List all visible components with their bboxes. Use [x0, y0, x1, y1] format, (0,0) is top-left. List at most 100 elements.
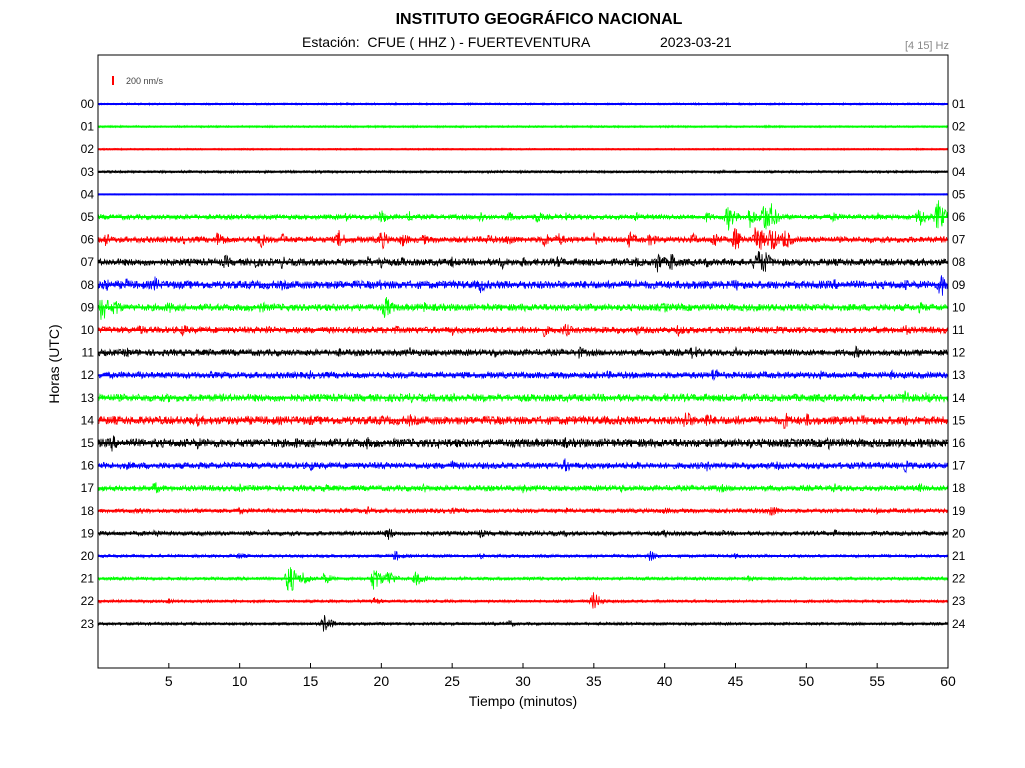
x-tick-label: 20 — [374, 673, 390, 689]
chart-title: INSTITUTO GEOGRÁFICO NACIONAL — [395, 11, 683, 28]
filter-band: [4 15] Hz — [904, 40, 949, 52]
hour-label-left: 12 — [81, 368, 95, 382]
hour-label-right: 11 — [952, 323, 965, 337]
scale-bar-label: 200 nm/s — [126, 76, 164, 86]
hour-label-right: 17 — [952, 459, 966, 473]
hour-label-left: 08 — [81, 278, 95, 292]
hour-label-right: 19 — [952, 504, 966, 518]
hour-label-left: 15 — [81, 436, 95, 450]
trace-hour-15 — [97, 435, 949, 452]
x-tick-label: 50 — [799, 673, 815, 689]
x-tick-label: 60 — [940, 673, 956, 689]
hour-label-right: 23 — [952, 594, 966, 608]
hour-label-left: 04 — [81, 187, 95, 201]
hour-label-right: 07 — [952, 233, 966, 247]
hour-label-left: 14 — [81, 413, 95, 427]
hour-label-left: 20 — [81, 549, 95, 563]
hour-label-left: 22 — [81, 594, 95, 608]
x-tick-label: 5 — [165, 673, 173, 689]
hour-label-right: 16 — [952, 436, 966, 450]
hour-label-left: 01 — [81, 120, 95, 134]
trace-hour-10 — [97, 323, 949, 338]
station-name: CFUE ( HHZ ) - FUERTEVENTURA — [367, 34, 591, 50]
x-tick-label: 30 — [515, 673, 531, 689]
hour-label-right: 21 — [952, 549, 966, 563]
trace-hour-01 — [97, 124, 949, 130]
trace-hour-05 — [97, 200, 949, 231]
hour-label-left: 10 — [81, 323, 95, 337]
hour-label-right: 06 — [952, 210, 966, 224]
trace-hour-08 — [97, 275, 949, 296]
trace-hour-21 — [97, 567, 949, 591]
x-tick-label: 15 — [303, 673, 319, 689]
x-tick-label: 45 — [728, 673, 744, 689]
trace-hour-12 — [97, 369, 949, 382]
hour-label-right: 10 — [952, 300, 966, 314]
trace-hour-00 — [97, 101, 949, 107]
hour-label-right: 02 — [952, 120, 966, 134]
y-axis-label: Horas (UTC) — [46, 324, 62, 404]
trace-hour-17 — [97, 482, 949, 494]
station-info: Estación: CFUE ( HHZ ) - FUERTEVENTURA — [302, 34, 590, 50]
scale-bar: 200 nm/s — [112, 76, 164, 86]
station-prefix: Estación: — [302, 34, 360, 50]
hour-label-right: 13 — [952, 368, 966, 382]
x-tick-label: 40 — [657, 673, 673, 689]
trace-hour-02 — [98, 147, 949, 152]
hour-label-left: 09 — [81, 300, 95, 314]
hour-label-left: 02 — [81, 142, 95, 156]
plot-frame — [97, 54, 949, 669]
traces-group — [97, 101, 949, 632]
hour-label-right: 15 — [952, 413, 966, 427]
trace-hour-13 — [98, 390, 949, 404]
x-tick-label: 25 — [444, 673, 460, 689]
right-hour-labels: 01 02 03 04 05 06 07 08 09 10 11 12 13 14 15 16 17 18 19 20… — [952, 97, 966, 631]
trace-hour-19 — [97, 528, 949, 540]
x-axis-ticks: 5 10 15 20 25 30 35 40 45 50 55 60 — [165, 663, 956, 689]
x-tick-label: 35 — [586, 673, 602, 689]
hour-label-right: 24 — [952, 617, 966, 631]
hour-label-right: 14 — [952, 391, 966, 405]
hour-label-right: 18 — [952, 481, 966, 495]
x-tick-label: 10 — [232, 673, 248, 689]
hour-label-left: 18 — [81, 504, 95, 518]
trace-hour-18 — [97, 506, 949, 516]
hour-label-left: 16 — [81, 459, 95, 473]
hour-label-left: 11 — [82, 346, 95, 360]
trace-hour-23 — [97, 615, 949, 632]
trace-hour-03 — [97, 169, 949, 175]
hour-label-left: 05 — [81, 210, 95, 224]
hour-label-left: 07 — [81, 255, 95, 269]
hour-label-left: 17 — [81, 481, 95, 495]
trace-hour-09 — [97, 296, 949, 320]
trace-hour-06 — [97, 227, 949, 250]
hour-label-right: 20 — [952, 526, 966, 540]
x-axis-label: Tiempo (minutos) — [468, 693, 578, 709]
trace-hour-07 — [97, 251, 949, 273]
hour-label-left: 19 — [81, 526, 95, 540]
left-hour-labels: 00 01 02 03 04 05 06 07 08 09 10 11 12 13 14 15 16 17 18 19… — [81, 97, 95, 631]
trace-hour-14 — [97, 412, 949, 430]
hour-label-left: 06 — [81, 233, 95, 247]
hour-label-right: 03 — [952, 142, 966, 156]
hour-label-right: 01 — [952, 97, 966, 111]
hour-label-right: 05 — [952, 187, 966, 201]
hour-label-right: 09 — [952, 278, 966, 292]
hour-label-right: 22 — [952, 572, 966, 586]
chart-date: 2023-03-21 — [660, 34, 732, 50]
trace-hour-22 — [97, 592, 949, 609]
trace-hour-16 — [97, 458, 949, 474]
hour-label-right: 04 — [952, 165, 966, 179]
hour-label-right: 08 — [952, 255, 966, 269]
trace-hour-11 — [97, 345, 949, 359]
hour-label-left: 21 — [81, 572, 95, 586]
hour-label-left: 03 — [81, 165, 95, 179]
hour-label-left: 00 — [81, 97, 95, 111]
hour-label-right: 12 — [952, 346, 966, 360]
hour-label-left: 13 — [81, 391, 95, 405]
hour-label-left: 23 — [81, 617, 95, 631]
x-tick-label: 55 — [869, 673, 885, 689]
trace-hour-04 — [97, 192, 949, 196]
trace-hour-20 — [97, 550, 949, 561]
